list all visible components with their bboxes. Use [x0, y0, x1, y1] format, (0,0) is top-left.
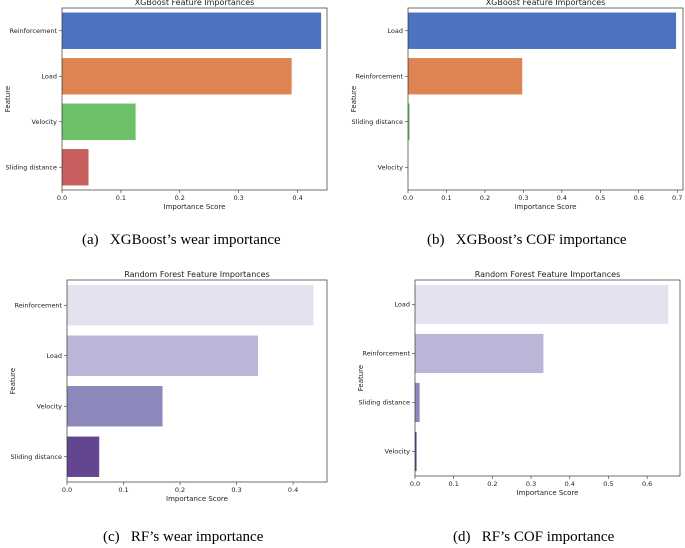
bar-sliding-distance: [408, 103, 410, 140]
x-axis-label: Importance Score: [166, 495, 228, 503]
bar-reinforcement: [67, 285, 314, 326]
x-tick-label: 0.5: [603, 480, 613, 488]
x-tick-label: 0.6: [634, 194, 644, 202]
x-tick-label: 0.0: [410, 480, 420, 488]
y-tick-label-reinforcement: Reinforcement: [9, 27, 57, 35]
x-tick-label: 0.2: [480, 194, 490, 202]
x-tick-label: 0.6: [642, 480, 652, 488]
plot-frame: [61, 7, 328, 191]
x-tick-label: 0.5: [595, 194, 605, 202]
y-tick-label-velocity: Velocity: [37, 402, 63, 410]
plot-frame: [407, 7, 684, 191]
bar-velocity: [67, 386, 163, 427]
y-tick-label-load: Load: [394, 301, 410, 309]
x-axis-label: Importance Score: [517, 489, 579, 497]
x-tick-label: 0.2: [175, 486, 185, 494]
plot-frame: [66, 279, 328, 483]
bar-sliding-distance: [67, 436, 100, 477]
bar-reinforcement: [62, 12, 322, 49]
x-tick-label: 0.4: [565, 480, 575, 488]
y-tick-label-reinforcement: Reinforcement: [362, 350, 410, 358]
bar-sliding-distance: [415, 382, 420, 423]
y-axis-label: Feature: [357, 365, 365, 391]
y-tick-label-sliding-distance: Sliding distance: [351, 118, 403, 126]
y-tick-label-sliding-distance: Sliding distance: [358, 399, 410, 407]
chart-title: XGBoost Feature Importances: [486, 0, 606, 7]
x-tick-label: 0.1: [441, 194, 451, 202]
chart-title: XGBoost Feature Importances: [135, 0, 255, 7]
y-tick-label-velocity: Velocity: [385, 448, 411, 456]
caption-xgb-cof: (b) XGBoost’s COF importance: [427, 232, 627, 248]
y-tick-label-velocity: Velocity: [32, 118, 58, 126]
x-tick-label: 0.4: [288, 486, 298, 494]
y-tick-label-load: Load: [46, 352, 62, 360]
bar-velocity: [62, 103, 136, 140]
x-tick-label: 0.3: [233, 194, 243, 202]
x-tick-label: 0.4: [557, 194, 567, 202]
x-axis-label: Importance Score: [164, 203, 226, 211]
chart-title: Random Forest Feature Importances: [475, 270, 621, 279]
y-axis-label: Feature: [350, 86, 358, 112]
bar-reinforcement: [408, 58, 523, 95]
y-tick-label-load: Load: [387, 27, 403, 35]
caption-rf-cof: (d) RF’s COF importance: [453, 529, 615, 545]
x-tick-label: 0.1: [118, 486, 128, 494]
y-tick-label-load: Load: [41, 72, 57, 80]
x-tick-label: 0.3: [231, 486, 241, 494]
x-tick-label: 0.2: [175, 194, 185, 202]
y-axis-label: Feature: [9, 368, 17, 394]
x-tick-label: 0.0: [403, 194, 413, 202]
x-tick-label: 0.7: [672, 194, 682, 202]
x-tick-label: 0.3: [526, 480, 536, 488]
chart-title: Random Forest Feature Importances: [124, 270, 270, 279]
plot-frame: [414, 279, 681, 477]
y-tick-label-reinforcement: Reinforcement: [14, 301, 62, 309]
x-tick-label: 0.1: [116, 194, 126, 202]
bar-sliding-distance: [62, 149, 89, 186]
y-tick-label-velocity: Velocity: [378, 163, 404, 171]
y-axis-label: Feature: [4, 86, 12, 112]
x-axis-label: Importance Score: [515, 203, 577, 211]
x-tick-label: 0.0: [62, 486, 72, 494]
caption-rf-wear: (c) RF’s wear importance: [103, 529, 264, 545]
bar-velocity: [415, 431, 417, 472]
caption-xgb-wear: (a) XGBoost’s wear importance: [82, 232, 281, 248]
bar-load: [62, 58, 292, 95]
x-tick-label: 0.2: [487, 480, 497, 488]
bar-load: [67, 335, 259, 376]
y-tick-label-sliding-distance: Sliding distance: [10, 453, 62, 461]
x-tick-label: 0.3: [518, 194, 528, 202]
y-tick-label-reinforcement: Reinforcement: [355, 72, 403, 80]
x-tick-label: 0.1: [449, 480, 459, 488]
bar-load: [415, 284, 669, 325]
x-tick-label: 0.0: [57, 194, 67, 202]
y-tick-label-sliding-distance: Sliding distance: [5, 163, 57, 171]
bar-reinforcement: [415, 333, 544, 374]
bar-load: [408, 12, 677, 49]
x-tick-label: 0.4: [292, 194, 302, 202]
